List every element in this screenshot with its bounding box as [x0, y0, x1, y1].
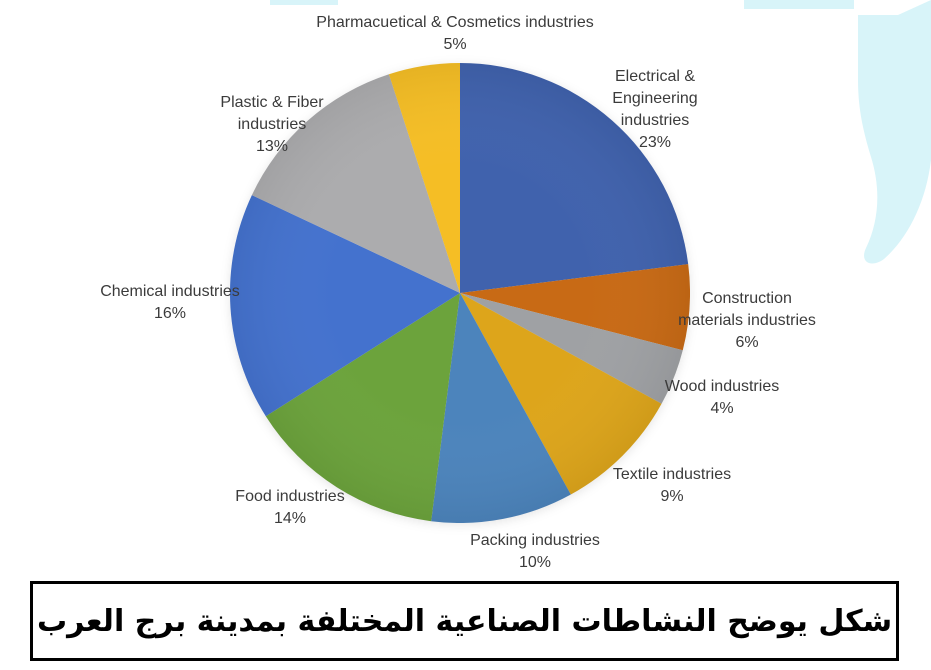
- slice-label-text: Food industries: [235, 488, 345, 505]
- slice-label-pharmaceutical-cosmetics: Pharmacuetical & Cosmetics industries 5%: [285, 12, 625, 56]
- slice-label-text: Construction materials industries: [678, 290, 816, 329]
- slice-label-pct: 14%: [273, 510, 307, 527]
- slice-label-electrical-engineering: Electrical & Engineering industries 23%: [590, 66, 720, 154]
- slice-label-text: Chemical industries: [100, 283, 240, 300]
- slice-label-pct: 4%: [710, 400, 734, 417]
- slice-label-plastic-fiber: Plastic & Fiber industries 13%: [214, 92, 330, 158]
- slice-label-pct: 9%: [660, 488, 684, 505]
- slice-label-wood: Wood industries 4%: [642, 376, 802, 420]
- slice-label-pct: 6%: [735, 334, 759, 351]
- slice-label-pct: 16%: [153, 305, 187, 322]
- slice-label-pct: 10%: [518, 554, 552, 571]
- figure-caption-box: شكل يوضح النشاطات الصناعية المختلفة بمدي…: [30, 581, 899, 661]
- slice-label-food: Food industries 14%: [210, 486, 370, 530]
- slice-label-packing: Packing industries 10%: [445, 530, 625, 574]
- slice-label-pct: 13%: [255, 138, 289, 155]
- pie-chart: [229, 63, 691, 524]
- slice-label-text: Pharmacuetical & Cosmetics industries: [316, 14, 594, 31]
- pie-svg: [229, 63, 691, 524]
- figure-caption-text: شكل يوضح النشاطات الصناعية المختلفة بمدي…: [36, 603, 893, 639]
- slice-label-pct: 5%: [443, 36, 467, 53]
- slice-label-textile: Textile industries 9%: [587, 464, 757, 508]
- slice-label-text: Electrical & Engineering industries: [612, 68, 698, 129]
- slice-label-text: Wood industries: [664, 378, 780, 395]
- slice-label-text: Textile industries: [612, 466, 732, 483]
- pie-shade-overlay: [230, 63, 690, 523]
- slice-label-text: Plastic & Fiber industries: [220, 94, 324, 133]
- decor-swoosh: [858, 0, 931, 264]
- decor-top-strip: [270, 0, 338, 5]
- decor-top-right-bar: [744, 0, 854, 9]
- slice-label-construction-materials: Construction materials industries 6%: [668, 288, 826, 354]
- slice-label-text: Packing industries: [470, 532, 600, 549]
- slice-label-chemical: Chemical industries 16%: [70, 281, 270, 325]
- slice-label-pct: 23%: [638, 134, 672, 151]
